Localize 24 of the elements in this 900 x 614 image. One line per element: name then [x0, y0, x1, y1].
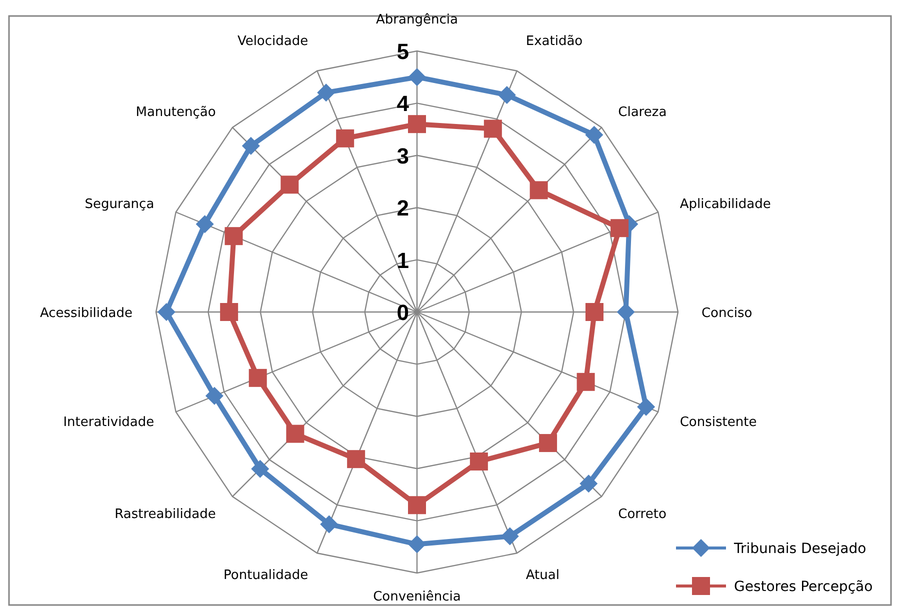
- legend-label: Gestores Percepção: [734, 579, 873, 595]
- spoke-label: Consistente: [680, 414, 757, 430]
- spoke-label: Clareza: [618, 104, 667, 120]
- y-tick-label: 3: [396, 143, 409, 168]
- spoke-label: Pontualidade: [224, 568, 308, 583]
- spoke-label: Segurança: [84, 197, 154, 212]
- spoke-label: Abrangência: [376, 12, 458, 28]
- y-tick-label: 5: [396, 39, 409, 64]
- spoke-label: Aplicabilidade: [680, 197, 771, 212]
- spoke-label: Acessibilidade: [40, 306, 133, 321]
- y-tick-label: 0: [396, 300, 409, 325]
- legend-label: Tribunais Desejado: [733, 541, 866, 557]
- y-tick-label: 4: [396, 91, 410, 116]
- spoke-label: Correto: [618, 507, 666, 522]
- spoke-label: Manutenção: [136, 104, 216, 120]
- spoke-label: Conciso: [701, 306, 752, 321]
- y-tick-label: 1: [396, 248, 409, 273]
- spoke-label: Atual: [526, 568, 560, 583]
- spoke-label: Interatividade: [63, 414, 154, 430]
- y-tick-label: 2: [396, 196, 409, 221]
- spoke-label: Rastreabilidade: [114, 507, 216, 522]
- spoke-label: Exatidão: [526, 34, 583, 50]
- spoke-label: Conveniência: [373, 589, 461, 604]
- spoke-label: Velocidade: [237, 34, 308, 50]
